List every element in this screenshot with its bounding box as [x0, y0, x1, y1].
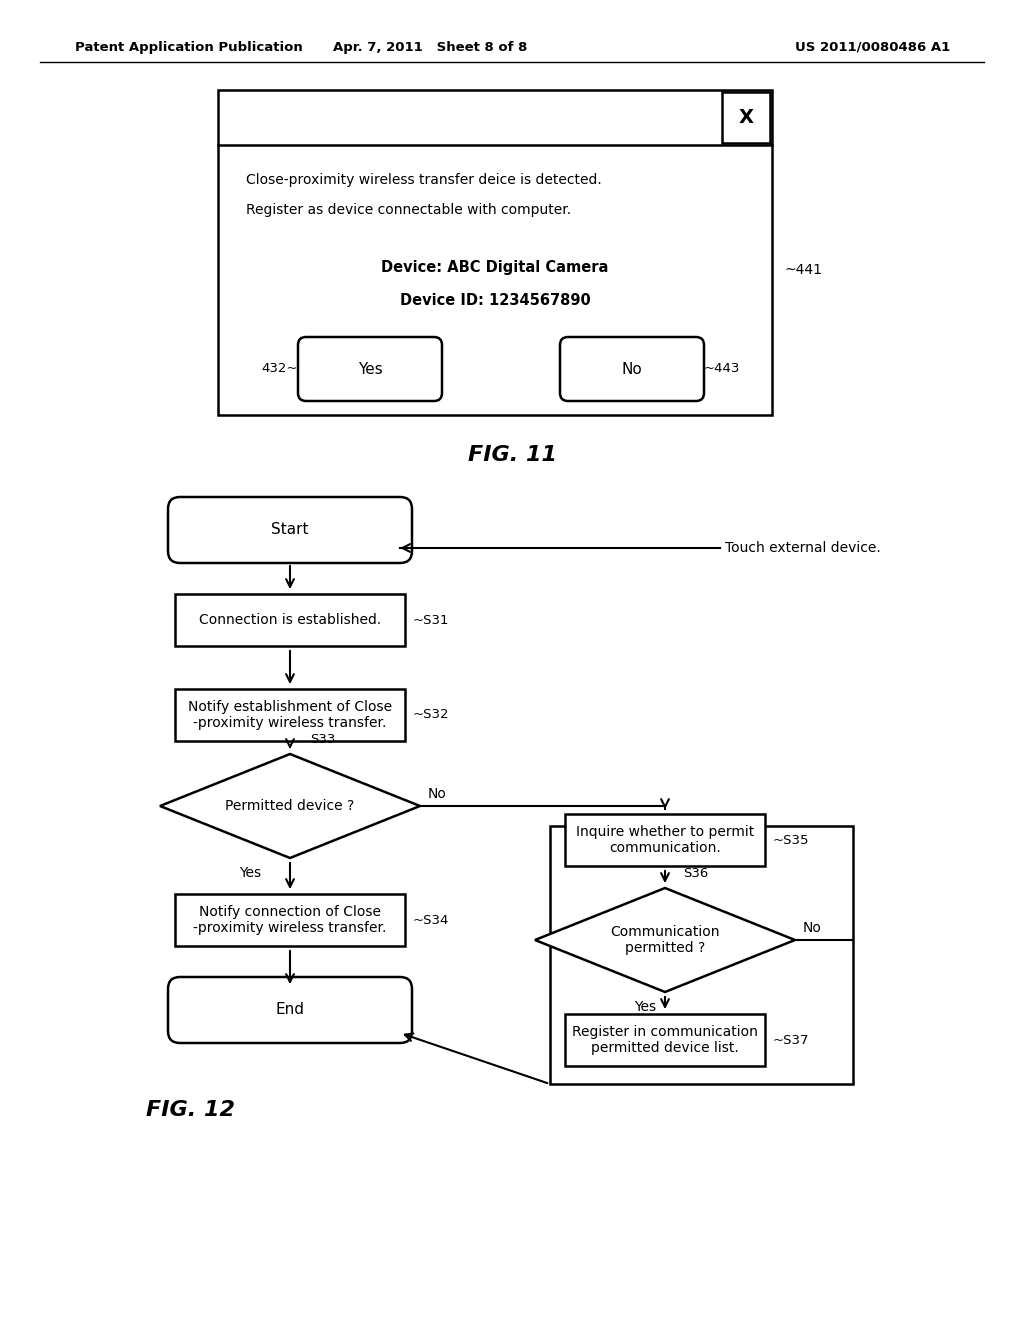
Text: ~S32: ~S32	[413, 709, 450, 722]
Text: ~S34: ~S34	[413, 913, 450, 927]
Bar	[722, 92, 770, 143]
Text: Device: ABC Digital Camera: Device: ABC Digital Camera	[381, 260, 608, 275]
Polygon shape	[160, 754, 420, 858]
Bar	[175, 689, 406, 741]
Text: Start: Start	[271, 523, 309, 537]
Text: X: X	[738, 108, 754, 127]
Text: ~443: ~443	[705, 363, 740, 375]
Text: Communication
permitted ?: Communication permitted ?	[610, 925, 720, 956]
Text: FIG. 11: FIG. 11	[468, 445, 556, 465]
Text: Touch external device.: Touch external device.	[725, 541, 881, 554]
Text: ~S31: ~S31	[413, 614, 450, 627]
Text: Notify connection of Close
-proximity wireless transfer.: Notify connection of Close -proximity wi…	[194, 906, 387, 935]
Bar	[565, 1014, 765, 1067]
Text: FIG. 12: FIG. 12	[145, 1100, 234, 1119]
FancyBboxPatch shape	[298, 337, 442, 401]
Text: Inquire whether to permit
communication.: Inquire whether to permit communication.	[575, 825, 754, 855]
Text: Register in communication
permitted device list.: Register in communication permitted devi…	[572, 1024, 758, 1055]
Text: Connection is established.: Connection is established.	[199, 612, 381, 627]
Text: Yes: Yes	[239, 866, 261, 880]
FancyBboxPatch shape	[168, 498, 412, 564]
FancyBboxPatch shape	[168, 977, 412, 1043]
Text: Yes: Yes	[634, 1001, 656, 1014]
Text: End: End	[275, 1002, 304, 1018]
Bar	[175, 594, 406, 645]
Text: No: No	[428, 787, 446, 801]
Text: Patent Application Publication: Patent Application Publication	[75, 41, 303, 54]
Bar	[565, 814, 765, 866]
Text: 432~: 432~	[261, 363, 298, 375]
Text: Register as device connectable with computer.: Register as device connectable with comp…	[246, 203, 571, 216]
Bar	[550, 826, 853, 1084]
Text: Device ID: 1234567890: Device ID: 1234567890	[399, 293, 591, 308]
Text: Apr. 7, 2011   Sheet 8 of 8: Apr. 7, 2011 Sheet 8 of 8	[333, 41, 527, 54]
Text: No: No	[622, 362, 642, 376]
Text: Permitted device ?: Permitted device ?	[225, 799, 354, 813]
Text: No: No	[803, 921, 822, 935]
Text: US 2011/0080486 A1: US 2011/0080486 A1	[795, 41, 950, 54]
Bar	[218, 90, 772, 414]
Text: ~S37: ~S37	[773, 1034, 810, 1047]
Text: ~S35: ~S35	[773, 833, 810, 846]
Text: S36: S36	[683, 867, 709, 880]
Text: ~441: ~441	[784, 263, 822, 277]
FancyBboxPatch shape	[560, 337, 705, 401]
Bar	[175, 894, 406, 946]
Text: S33: S33	[310, 733, 336, 746]
Text: Close-proximity wireless transfer deice is detected.: Close-proximity wireless transfer deice …	[246, 173, 602, 187]
Text: Yes: Yes	[357, 362, 382, 376]
Polygon shape	[535, 888, 795, 993]
Text: Notify establishment of Close
-proximity wireless transfer.: Notify establishment of Close -proximity…	[188, 700, 392, 730]
